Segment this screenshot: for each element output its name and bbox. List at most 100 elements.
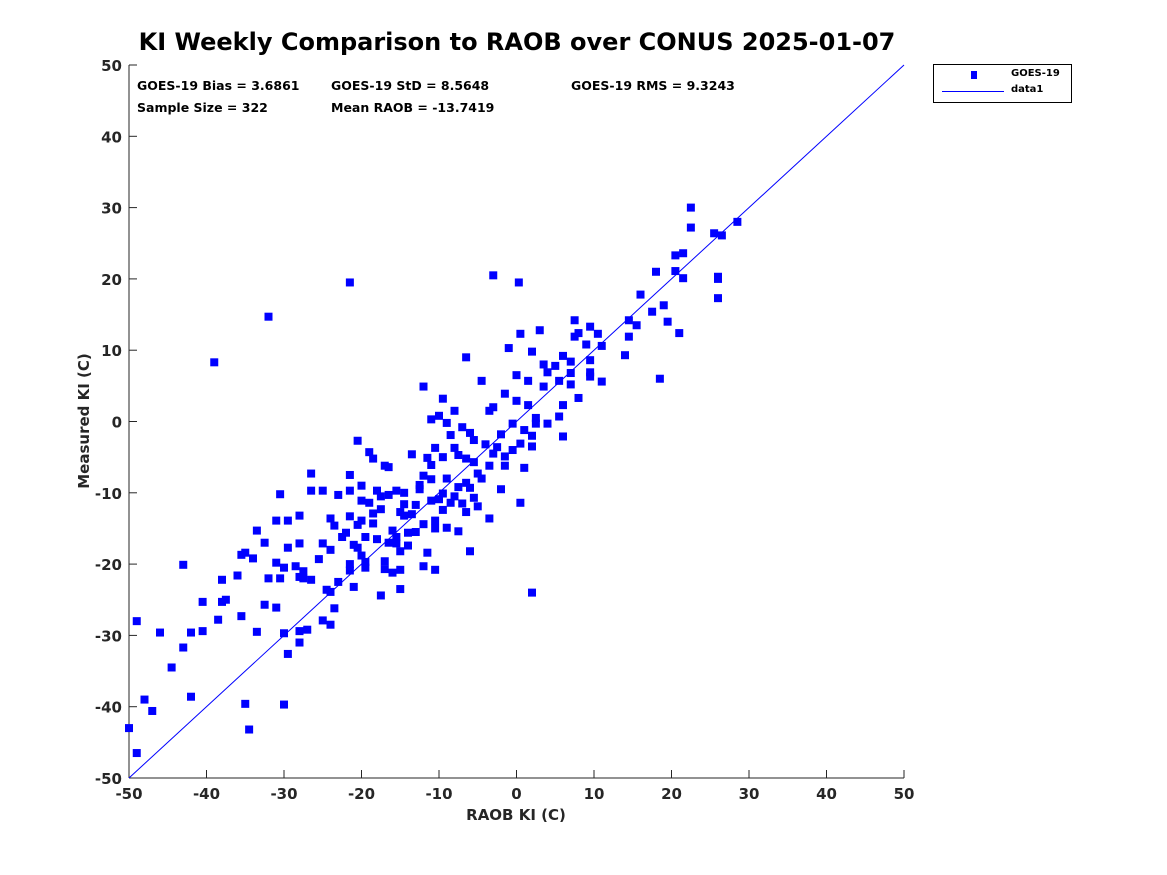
data-point — [714, 294, 722, 303]
data-point — [221, 595, 230, 604]
rms-annotation: GOES-19 RMS = 9.3243 — [571, 78, 735, 93]
data-point — [345, 278, 354, 287]
data-point — [543, 419, 552, 428]
data-point — [396, 565, 405, 574]
data-point — [679, 249, 688, 258]
data-point — [303, 625, 312, 634]
data-point — [291, 562, 300, 571]
data-point — [462, 508, 471, 517]
legend-entry-goes19: GOES-19 — [934, 68, 1071, 82]
x-tick-label: -30 — [270, 785, 297, 803]
data-point — [438, 489, 447, 498]
data-point — [357, 516, 366, 525]
points-layer — [125, 203, 742, 758]
data-point — [574, 329, 583, 338]
data-point — [462, 353, 471, 362]
data-point — [446, 431, 455, 440]
x-tick-label: 40 — [816, 785, 837, 803]
data-point — [528, 431, 536, 440]
data-point — [454, 483, 463, 492]
data-point — [446, 498, 455, 507]
data-point — [431, 443, 440, 452]
data-point — [280, 563, 288, 572]
data-point — [717, 231, 726, 240]
data-point — [388, 568, 397, 577]
data-point — [384, 490, 393, 499]
data-point — [458, 423, 467, 432]
data-point — [427, 475, 436, 484]
data-point — [411, 528, 420, 537]
data-point — [295, 539, 304, 548]
data-point — [404, 528, 412, 537]
data-point — [675, 329, 684, 338]
data-point — [489, 449, 498, 458]
data-point — [353, 543, 362, 552]
data-point — [504, 344, 513, 353]
data-point — [179, 560, 188, 569]
data-point — [489, 403, 498, 412]
data-point — [330, 604, 339, 613]
data-point — [570, 316, 579, 325]
data-point — [276, 490, 285, 499]
data-point — [307, 469, 316, 478]
sample-size-annotation: Sample Size = 322 — [137, 100, 268, 115]
std-annotation: GOES-19 StD = 8.5648 — [331, 78, 490, 93]
data-point — [318, 539, 327, 548]
data-point — [431, 516, 440, 525]
y-tick-label: -50 — [95, 770, 122, 788]
data-point — [473, 502, 482, 511]
data-point — [334, 490, 343, 499]
data-point — [462, 478, 471, 487]
y-tick-label: 50 — [101, 57, 122, 75]
data-point — [334, 577, 343, 586]
data-point — [318, 616, 327, 625]
data-point — [295, 638, 304, 647]
data-point — [272, 603, 281, 612]
data-point — [524, 376, 533, 385]
data-point — [586, 368, 595, 377]
data-point — [648, 307, 657, 316]
data-point — [435, 411, 443, 420]
x-tick-label: 10 — [584, 785, 605, 803]
data-point — [686, 223, 695, 232]
data-point — [233, 571, 242, 580]
data-point — [365, 498, 374, 507]
data-point — [249, 554, 257, 563]
data-point — [671, 267, 680, 276]
data-point — [400, 511, 409, 520]
data-point — [299, 567, 308, 576]
data-point — [512, 396, 521, 405]
x-tick-label: 20 — [661, 785, 682, 803]
data-point — [307, 575, 316, 584]
data-point — [132, 617, 141, 626]
data-point — [345, 486, 354, 495]
data-point — [392, 486, 401, 495]
data-point — [636, 290, 645, 299]
data-point — [361, 557, 370, 566]
data-point — [559, 432, 567, 441]
data-point — [237, 612, 246, 621]
data-point — [156, 628, 164, 637]
data-point — [353, 436, 362, 445]
data-point — [477, 474, 486, 483]
data-point — [512, 371, 521, 380]
data-point — [454, 527, 463, 536]
data-point — [663, 317, 672, 326]
y-tick-label: 0 — [112, 414, 122, 432]
data-point — [555, 412, 564, 421]
data-point — [442, 474, 451, 483]
x-tick-label: -10 — [425, 785, 452, 803]
data-point — [415, 480, 424, 489]
data-point — [357, 551, 366, 560]
data-point — [419, 520, 428, 529]
data-point — [586, 322, 595, 331]
bias-annotation: GOES-19 Bias = 3.6861 — [137, 78, 300, 93]
data-point — [524, 401, 533, 410]
data-point — [477, 376, 486, 385]
data-point — [686, 203, 695, 212]
data-point — [198, 627, 207, 636]
data-point — [469, 436, 478, 445]
y-tick-label: -40 — [95, 699, 122, 717]
data-point — [508, 446, 517, 455]
